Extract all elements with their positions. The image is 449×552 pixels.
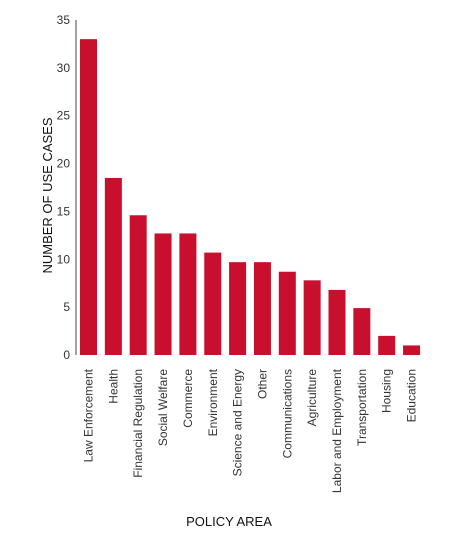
y-tick-label: 35 <box>57 13 71 27</box>
bar <box>378 335 396 355</box>
bar <box>253 262 271 355</box>
bar <box>353 308 371 355</box>
y-tick-label: 5 <box>63 300 70 314</box>
x-tick-label: Housing <box>380 369 394 413</box>
y-tick-label: 30 <box>57 61 71 75</box>
bar <box>154 233 172 355</box>
x-tick-label: Communications <box>280 369 294 458</box>
x-tick-label: Commerce <box>181 369 195 428</box>
bar <box>179 233 197 355</box>
bar <box>104 177 122 355</box>
y-tick-label: 20 <box>57 157 71 171</box>
bar <box>204 252 222 355</box>
bar <box>303 280 321 355</box>
x-axis-title: POLICY AREA <box>186 514 272 529</box>
bars <box>80 39 421 355</box>
bar <box>278 271 296 355</box>
x-tick-label: Transportation <box>355 369 369 446</box>
bar <box>229 262 247 355</box>
x-tick-label: Agriculture <box>305 369 319 427</box>
x-tick-label: Other <box>255 369 269 399</box>
x-tick-label: Law Enforcement <box>82 368 96 462</box>
x-tick-label: Social Welfare <box>156 369 170 446</box>
y-axis-title: NUMBER OF USE CASES <box>40 117 55 273</box>
y-tick-label: 15 <box>57 204 71 218</box>
bar <box>328 289 346 355</box>
y-tick-label: 25 <box>57 109 71 123</box>
x-tick-label: Science and Energy <box>231 369 245 476</box>
bar <box>80 39 97 355</box>
y-tick-label: 10 <box>57 252 71 266</box>
bar <box>403 345 421 355</box>
x-tick-labels: Law Enforcement Health Financial Regulatio… <box>82 368 419 493</box>
x-tick-label: Health <box>106 369 120 404</box>
y-tick-labels: 0 5 10 15 20 25 30 35 <box>57 13 71 362</box>
y-axis: 0 5 10 15 20 25 30 35 <box>57 13 77 362</box>
x-tick-label: Labor and Employment <box>330 368 344 493</box>
bar <box>129 215 147 355</box>
x-tick-label: Education <box>405 369 419 422</box>
x-tick-label: Environment <box>206 368 220 436</box>
x-tick-label: Financial Regulation <box>131 369 145 478</box>
y-tick-label: 0 <box>63 348 70 362</box>
